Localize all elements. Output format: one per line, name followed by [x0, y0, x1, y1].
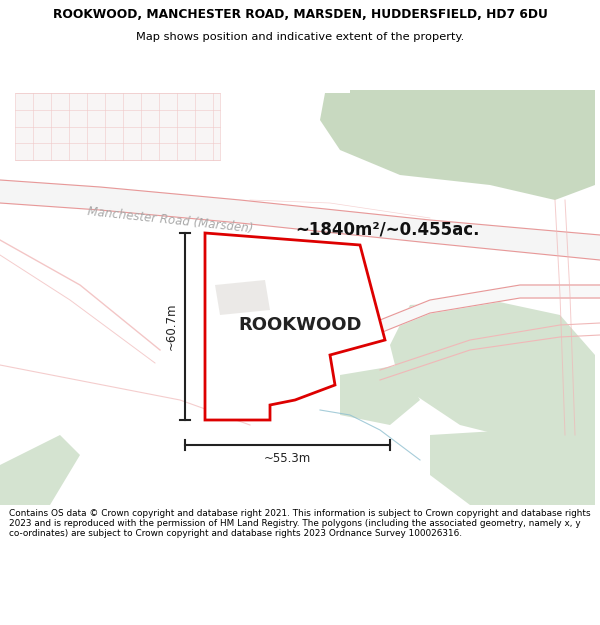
Polygon shape [320, 93, 595, 200]
Text: Map shows position and indicative extent of the property.: Map shows position and indicative extent… [136, 31, 464, 41]
Polygon shape [340, 90, 595, 165]
Polygon shape [0, 180, 600, 260]
Polygon shape [340, 365, 420, 425]
Polygon shape [390, 300, 595, 445]
Polygon shape [215, 280, 270, 315]
Polygon shape [430, 425, 595, 505]
Polygon shape [15, 93, 220, 160]
Polygon shape [350, 90, 595, 130]
Text: ROOKWOOD: ROOKWOOD [238, 316, 362, 334]
Text: Manchester Road (Marsden): Manchester Road (Marsden) [86, 205, 253, 235]
Polygon shape [205, 233, 385, 420]
Text: ~60.7m: ~60.7m [164, 302, 178, 350]
Text: Contains OS data © Crown copyright and database right 2021. This information is : Contains OS data © Crown copyright and d… [9, 509, 590, 538]
Text: ROOKWOOD, MANCHESTER ROAD, MARSDEN, HUDDERSFIELD, HD7 6DU: ROOKWOOD, MANCHESTER ROAD, MARSDEN, HUDD… [53, 8, 547, 21]
Polygon shape [0, 435, 80, 505]
Text: ~55.3m: ~55.3m [264, 452, 311, 466]
Text: ~1840m²/~0.455ac.: ~1840m²/~0.455ac. [295, 221, 479, 239]
Polygon shape [330, 285, 600, 353]
